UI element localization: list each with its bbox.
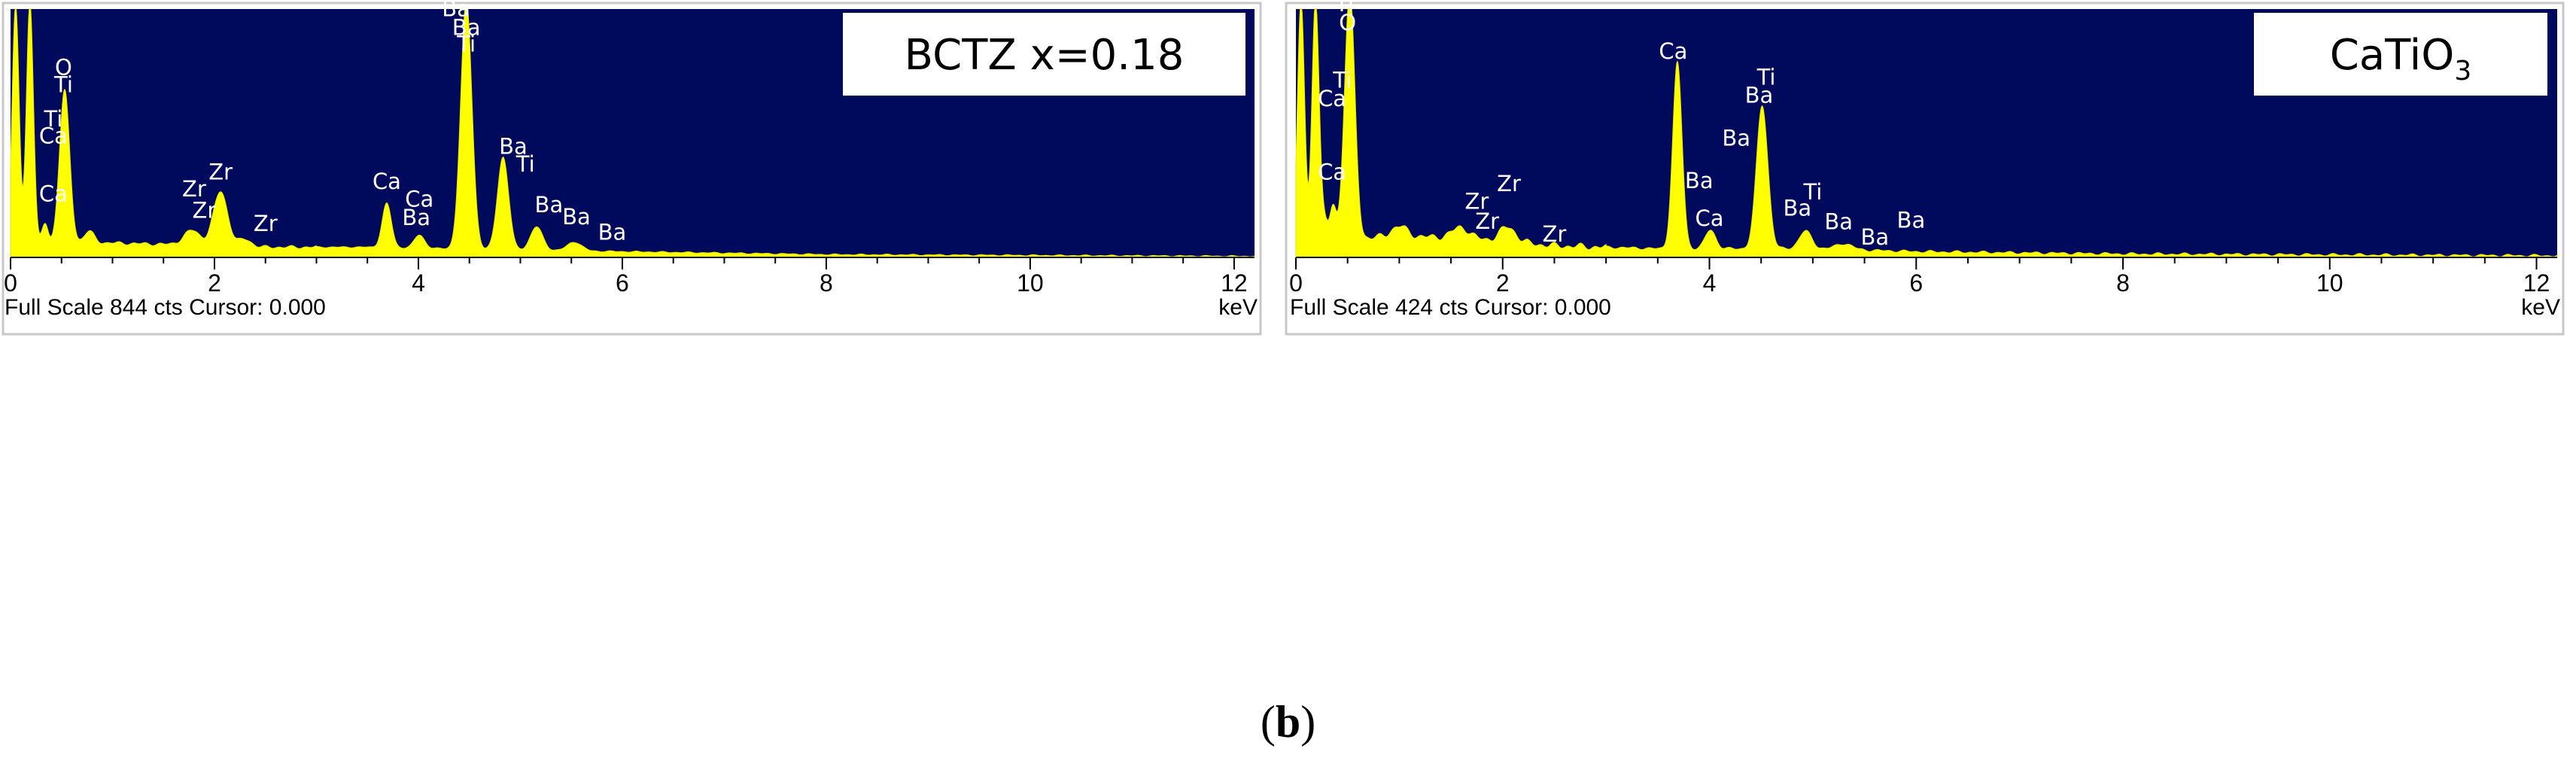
peak-label: Ba <box>452 14 481 40</box>
peak-label: Ba <box>402 205 430 230</box>
peak-label: Ti <box>43 106 62 132</box>
peak-label: O <box>1339 10 1356 35</box>
x-tick-label: 4 <box>412 269 425 297</box>
peak-label: Ba <box>1860 224 1889 250</box>
full-scale-readout: Full Scale 844 cts Cursor: 0.000 <box>5 295 326 320</box>
sample-label: CaTiO3 <box>2330 31 2471 87</box>
peak-label: Ba <box>442 0 470 21</box>
peak-label: Ba <box>1783 196 1811 221</box>
peak-label: Zr <box>182 176 206 202</box>
peak-label: Ca <box>1318 86 1346 111</box>
peak-label: Ba <box>1745 83 1774 108</box>
peak-label: Zr <box>254 211 278 236</box>
peak-label: Ti <box>53 72 73 97</box>
sample-label: BCTZ x=0.18 <box>905 31 1185 80</box>
peak-label: Ti <box>516 151 535 177</box>
x-tick-label: 2 <box>1496 269 1510 297</box>
peak-label: Ba <box>1897 207 1926 233</box>
peak-label: Zr <box>193 198 217 224</box>
peak-label: Ba <box>1722 125 1750 151</box>
peak-label: Ca <box>1318 159 1346 184</box>
x-tick-label: 4 <box>1703 269 1717 297</box>
peak-label: Ba <box>562 204 591 230</box>
peak-label: Ca <box>405 187 433 212</box>
sample-label-box <box>2254 13 2547 96</box>
peak-label: Ca <box>373 169 401 194</box>
peak-label: Ti <box>1332 67 1352 93</box>
eds-spectrum-bctz: OTiTiCaCaZrZrZrZrCaCaBaBaBaTiBaTiBaBaBa0… <box>2 0 1262 336</box>
peak-label: Ca <box>39 123 68 149</box>
sample-label-text: CaTiO <box>2330 31 2455 80</box>
x-tick-label: 6 <box>1909 269 1923 297</box>
peak-label: Ti <box>1334 0 1354 17</box>
spectrum-area <box>10 8 1255 258</box>
x-tick-label: 12 <box>1221 269 1248 297</box>
x-tick-label: 10 <box>1017 269 1044 297</box>
peak-label: Ba <box>598 220 627 245</box>
x-tick-label: 8 <box>820 269 833 297</box>
x-tick-label: 12 <box>2523 269 2550 297</box>
sample-label-box <box>843 13 1245 96</box>
peak-label: Ba <box>1685 168 1714 193</box>
caption-letter: b <box>1275 697 1301 747</box>
x-tick-label: 0 <box>4 269 17 297</box>
peak-label: Zr <box>1475 208 1499 234</box>
peak-label: Ba <box>499 133 528 159</box>
x-tick-label: 0 <box>1289 269 1303 297</box>
peak-label: Ca <box>1659 38 1687 64</box>
sample-label-subscript: 3 <box>2454 56 2471 87</box>
peak-label: Zr <box>1497 171 1521 196</box>
peak-label: Ba <box>1824 209 1853 235</box>
peak-label: Ba <box>535 192 564 218</box>
peak-label: Zr <box>208 159 233 184</box>
peak-label: O <box>55 55 72 81</box>
peak-label: Ca <box>1695 205 1723 231</box>
peak-label: Ca <box>39 181 68 207</box>
peak-label: Zr <box>1543 221 1567 247</box>
x-axis-unit: keV <box>2521 295 2560 320</box>
figure-caption: (b) <box>1260 697 1316 747</box>
spectrum-area <box>1295 8 2558 258</box>
sample-label-text: BCTZ x=0.18 <box>905 31 1185 80</box>
full-scale-readout: Full Scale 424 cts Cursor: 0.000 <box>1290 295 1611 320</box>
peak-label: Zr <box>1465 188 1489 214</box>
x-tick-label: 2 <box>208 269 221 297</box>
x-tick-label: 8 <box>2116 269 2130 297</box>
x-tick-label: 10 <box>2316 269 2343 297</box>
peak-label: Ti <box>1756 64 1776 90</box>
x-tick-label: 6 <box>616 269 629 297</box>
peak-label: Ti <box>1802 179 1822 205</box>
x-axis-unit: keV <box>1218 295 1258 320</box>
peak-label: Ti <box>456 31 476 56</box>
